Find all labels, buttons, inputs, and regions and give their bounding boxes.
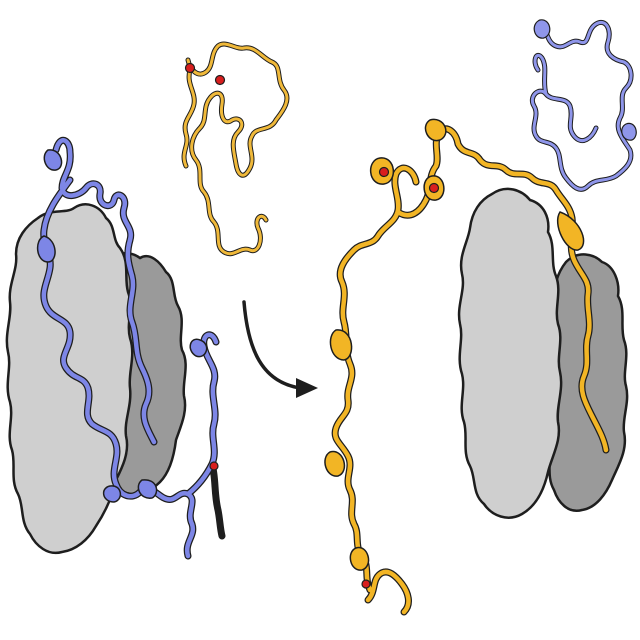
left-complex: [5, 136, 226, 560]
red-dot-icon: [428, 182, 440, 194]
curved-right-arrow-icon: [242, 300, 318, 398]
left-chain-blob: [189, 338, 208, 358]
left-chain-blob: [102, 485, 122, 503]
free-blue-fill: [531, 20, 633, 191]
right-light-subunit: [457, 187, 563, 519]
bound-chain-blob: [329, 329, 353, 361]
free-blue-blob: [533, 19, 551, 39]
right-complex: [324, 118, 629, 616]
left-chain-blob: [36, 235, 56, 263]
red-dot-icon: [361, 579, 371, 589]
red-dot-icon: [214, 74, 226, 86]
left-light-subunit: [5, 203, 134, 555]
bound-chain-blob: [349, 546, 370, 571]
left-blue-chain: [36, 136, 226, 560]
bound-chain-blob: [324, 450, 346, 477]
left-chain-blob: [43, 149, 63, 171]
red-dot-icon: [184, 62, 196, 74]
bound-chain-blob: [557, 211, 585, 251]
free-yellow-chain: [181, 41, 290, 257]
red-dot-icon: [378, 166, 390, 178]
bound-yellow-chain: [324, 118, 610, 616]
bound-chain-blob: [424, 118, 447, 142]
bound-chain-fill: [332, 126, 609, 615]
arrow-shaft: [242, 300, 302, 390]
arrow-head: [296, 378, 318, 398]
free-blue-outline: [530, 19, 634, 192]
free-blue-blob: [621, 122, 637, 141]
left-chain-blob: [137, 479, 158, 499]
free-blue-chain: [530, 19, 637, 192]
red-dot-icon: [209, 461, 219, 471]
